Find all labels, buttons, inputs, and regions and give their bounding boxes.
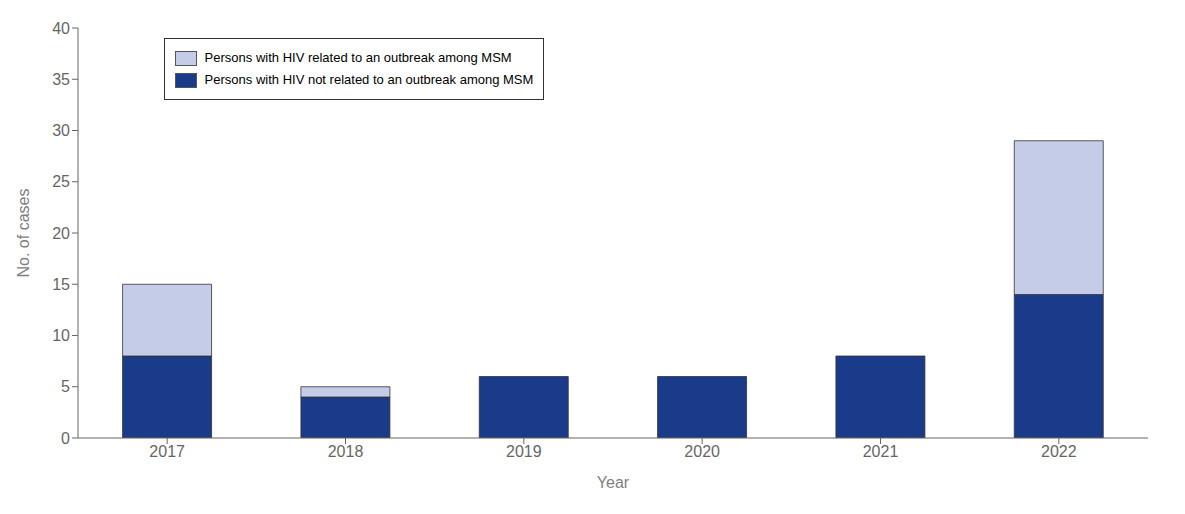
svg-text:10: 10: [52, 327, 70, 344]
svg-text:2019: 2019: [506, 443, 542, 460]
svg-text:15: 15: [52, 276, 70, 293]
svg-text:2022: 2022: [1041, 443, 1077, 460]
svg-text:No. of cases: No. of cases: [15, 189, 32, 278]
svg-text:Year: Year: [597, 474, 630, 491]
svg-text:2021: 2021: [863, 443, 899, 460]
svg-text:5: 5: [61, 378, 70, 395]
html-text:Persons with HIV not related t: Persons with HIV not related to an outbr…: [204, 72, 534, 87]
svg-text:30: 30: [52, 122, 70, 139]
svg-text:20: 20: [52, 225, 70, 242]
svg-text:35: 35: [52, 71, 70, 88]
svg-text:40: 40: [52, 20, 70, 37]
svg-text:2017: 2017: [149, 443, 185, 460]
html-text:Persons with HIV related to an: Persons with HIV related to an outbreak …: [204, 50, 512, 65]
svg-text:0: 0: [61, 430, 70, 447]
svg-text:25: 25: [52, 173, 70, 190]
svg-text:2018: 2018: [328, 443, 364, 460]
svg-text:2020: 2020: [684, 443, 720, 460]
